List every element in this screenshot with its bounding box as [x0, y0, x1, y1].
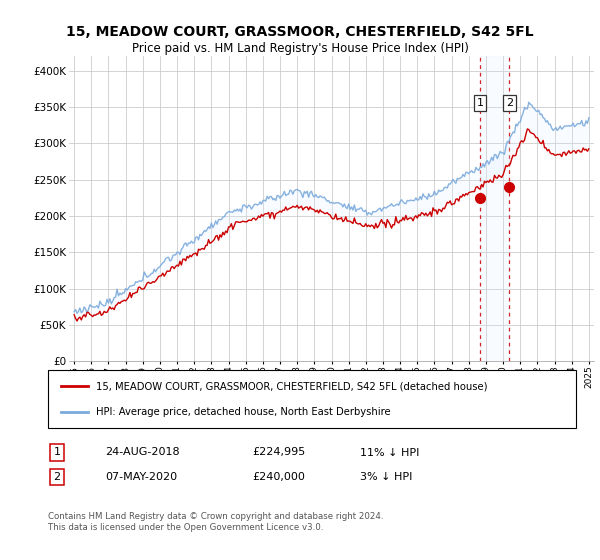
Text: 07-MAY-2020: 07-MAY-2020 — [105, 472, 177, 482]
Text: £240,000: £240,000 — [252, 472, 305, 482]
Text: HPI: Average price, detached house, North East Derbyshire: HPI: Average price, detached house, Nort… — [95, 407, 390, 417]
Text: Price paid vs. HM Land Registry's House Price Index (HPI): Price paid vs. HM Land Registry's House … — [131, 42, 469, 55]
Text: £224,995: £224,995 — [252, 447, 305, 458]
Text: 11% ↓ HPI: 11% ↓ HPI — [360, 447, 419, 458]
Text: 15, MEADOW COURT, GRASSMOOR, CHESTERFIELD, S42 5FL: 15, MEADOW COURT, GRASSMOOR, CHESTERFIEL… — [66, 25, 534, 39]
Text: 15, MEADOW COURT, GRASSMOOR, CHESTERFIELD, S42 5FL (detached house): 15, MEADOW COURT, GRASSMOOR, CHESTERFIEL… — [95, 381, 487, 391]
Text: 3% ↓ HPI: 3% ↓ HPI — [360, 472, 412, 482]
Text: 2: 2 — [506, 98, 513, 108]
Bar — [480, 56, 509, 361]
Text: 2: 2 — [53, 472, 61, 482]
Text: Contains HM Land Registry data © Crown copyright and database right 2024.
This d: Contains HM Land Registry data © Crown c… — [48, 512, 383, 532]
Text: 1: 1 — [53, 447, 61, 458]
Text: 1: 1 — [476, 98, 484, 108]
Text: 24-AUG-2018: 24-AUG-2018 — [105, 447, 179, 458]
